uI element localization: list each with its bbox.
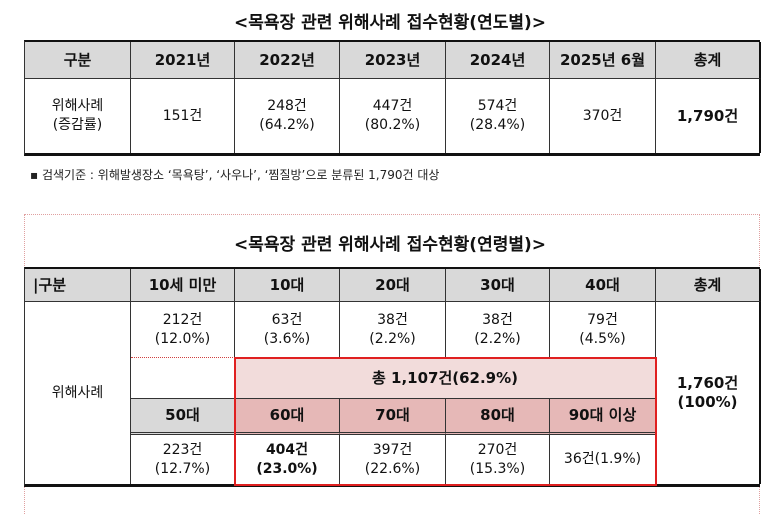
cell-2025: 370건: [550, 79, 656, 153]
count: 63건: [271, 312, 303, 328]
cell-40s: 79건 (4.5%): [550, 302, 656, 358]
header-20s: 20대: [340, 269, 446, 302]
header-30s: 30대: [446, 269, 550, 302]
count: 36건(1.9%): [563, 451, 642, 467]
total-count: 1,790건: [676, 106, 739, 125]
count: 404건: [265, 441, 309, 458]
cell-total: 1,760건 (100%): [656, 302, 761, 484]
rate: (2.2%): [369, 331, 416, 347]
header-2022: 2022년: [235, 42, 340, 79]
rate: (15.3%): [469, 460, 526, 477]
header-2025-june: 2025년 6월: [550, 42, 656, 79]
cell-20s: 38건 (2.2%): [340, 302, 446, 358]
header-40s: 40대: [550, 269, 656, 302]
age-table: |구분 10세 미만 10대 20대 30대 40대 총계 위해사례 212건 (…: [24, 267, 761, 487]
header-80s: 80대: [446, 399, 550, 435]
rate: (22.6%): [364, 460, 421, 477]
table2-title: <목욕장 관련 위해사례 접수현황(연령별)>: [233, 235, 547, 255]
header-2021: 2021년: [131, 42, 235, 79]
count: 151건: [162, 107, 203, 124]
header-2023: 2023년: [340, 42, 446, 79]
cell-70s: 397건 (22.6%): [340, 435, 446, 484]
cell-2021: 151건: [131, 79, 235, 153]
cell-total: 1,790건: [656, 79, 761, 153]
row-label: 위해사례 (증감률): [25, 79, 131, 153]
rate: (23.0%): [256, 460, 318, 477]
row-label: 위해사례: [25, 302, 131, 484]
total-rate: (100%): [677, 393, 738, 411]
header-60s: 60대: [235, 399, 340, 435]
count: 38건: [482, 312, 513, 328]
header-category: 구분: [25, 42, 131, 79]
header-50s: 50대: [131, 399, 235, 435]
cell-2024: 574건 (28.4%): [446, 79, 550, 153]
rate: (12.7%): [154, 460, 211, 477]
header-total: 총계: [656, 42, 761, 79]
footnote-text: 검색기준 : 위해발생장소 ‘목욕탕’, ‘사우나’, ‘찜질방’으로 분류된 …: [41, 168, 440, 182]
rate: (64.2%): [259, 117, 315, 133]
header-70s: 70대: [340, 399, 446, 435]
count: 370건: [582, 107, 623, 124]
count: 79건: [587, 312, 618, 328]
header-2024: 2024년: [446, 42, 550, 79]
cell-10s: 63건 (3.6%): [235, 302, 340, 358]
count: 223건: [162, 441, 203, 458]
highlight-summary: 총 1,107건(62.9%): [235, 358, 656, 399]
count: 574건: [477, 98, 518, 114]
table1-title: <목욕장 관련 위해사례 접수현황(연도별)>: [233, 13, 547, 33]
row-label-line2: (증감률): [52, 117, 103, 133]
header-10s: 10대: [235, 269, 340, 302]
count: 212건: [162, 311, 203, 328]
cell-30s: 38건 (2.2%): [446, 302, 550, 358]
count: 38건: [377, 312, 408, 328]
cell-under-10: 212건 (12.0%): [131, 302, 235, 358]
total-count: 1,760건: [676, 374, 739, 392]
rate: (2.2%): [474, 331, 521, 347]
header-under-10: 10세 미만: [131, 269, 235, 302]
count: 270건: [477, 441, 518, 458]
count: 447건: [372, 98, 413, 114]
header-90-plus: 90대 이상: [550, 399, 656, 435]
cell-60s: 404건 (23.0%): [235, 435, 340, 484]
cell-50s: 223건 (12.7%): [131, 435, 235, 484]
header-total: 총계: [656, 269, 761, 302]
rate: (28.4%): [469, 117, 526, 133]
rate: (4.5%): [579, 331, 626, 347]
rate: (12.0%): [154, 330, 211, 347]
header-category: |구분: [25, 269, 131, 302]
row-label-line1: 위해사례: [51, 98, 104, 114]
rate: (3.6%): [263, 331, 311, 347]
cell-2022: 248건 (64.2%): [235, 79, 340, 153]
cell-2023: 447건 (80.2%): [340, 79, 446, 153]
count: 248건: [267, 98, 307, 114]
yearly-table: 구분 2021년 2022년 2023년 2024년 2025년 6월 총계 위…: [24, 40, 761, 156]
count: 397건: [372, 441, 413, 458]
footnote: ▪ 검색기준 : 위해발생장소 ‘목욕탕’, ‘사우나’, ‘찜질방’으로 분류…: [30, 168, 440, 182]
cell-80s: 270건 (15.3%): [446, 435, 550, 484]
highlight-border: [234, 357, 657, 486]
rate: (80.2%): [364, 117, 421, 133]
empty-cell: [131, 358, 235, 399]
